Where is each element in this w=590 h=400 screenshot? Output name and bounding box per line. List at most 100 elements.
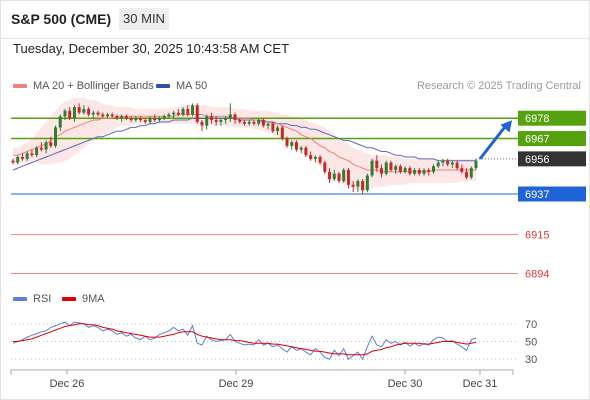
- candle-body: [285, 138, 289, 146]
- candle-body: [243, 121, 246, 124]
- candle-body: [408, 168, 412, 174]
- candle-body: [342, 169, 346, 182]
- x-tick-label: Dec 29: [219, 378, 254, 390]
- candle-body: [257, 120, 261, 124]
- candle-body: [280, 127, 284, 139]
- x-axis: Dec 26 Dec 29 Dec 30 Dec 31: [10, 369, 514, 390]
- candle-body: [299, 147, 303, 150]
- candle-body: [380, 168, 384, 174]
- candle-body: [460, 168, 464, 172]
- candle-body: [304, 147, 308, 156]
- candle-body: [25, 153, 29, 159]
- candle-body: [176, 112, 180, 115]
- candle-body: [172, 112, 176, 115]
- level-label-6967: 6967: [525, 134, 549, 146]
- candle-body: [110, 114, 114, 117]
- candle-body: [134, 118, 138, 121]
- x-tick-label: Dec 31: [463, 378, 498, 390]
- candle-body: [252, 121, 256, 124]
- candle-body: [361, 181, 365, 191]
- candle-body: [63, 110, 67, 117]
- candle-body: [228, 114, 232, 119]
- candle-body: [398, 166, 402, 172]
- candle-body: [465, 171, 469, 178]
- candle-body: [35, 147, 39, 156]
- candle-body: [290, 142, 294, 146]
- candle-body: [351, 184, 355, 187]
- candle-body: [39, 147, 43, 150]
- candle-body: [323, 162, 327, 172]
- candle-body: [162, 116, 166, 119]
- candle-body: [261, 120, 265, 126]
- candle-body: [337, 173, 341, 182]
- rsi-tick-70: 70: [525, 319, 537, 331]
- legend-9ma: 9MA: [62, 293, 105, 305]
- candle-body: [394, 166, 398, 170]
- legend-rsi: RSI: [13, 293, 51, 305]
- candle-body: [375, 160, 379, 169]
- candle-body: [58, 116, 62, 128]
- ma50-label: MA 50: [176, 80, 208, 92]
- timeframe-button[interactable]: 30 MIN: [119, 8, 169, 30]
- candle-body: [446, 160, 450, 165]
- candle-body: [238, 120, 242, 122]
- level-tag-6956: [518, 151, 586, 167]
- candle-body: [328, 171, 332, 180]
- legend-ma20: MA 20 + Bollinger Bands: [13, 80, 154, 92]
- rsi-9ma-line: [13, 323, 477, 356]
- candle-body: [30, 153, 34, 156]
- candle-body: [82, 108, 86, 113]
- candle-body: [271, 123, 275, 132]
- candle-body: [370, 160, 374, 176]
- rsi-line: [12, 321, 477, 361]
- x-tick-label: Dec 26: [50, 378, 85, 390]
- candle-body: [233, 114, 237, 121]
- candle-body: [294, 142, 298, 150]
- candle-body: [219, 120, 223, 122]
- candle-body: [450, 162, 454, 165]
- candle-body: [101, 114, 105, 117]
- nine-ma-swatch: [62, 297, 76, 302]
- candle-body: [417, 169, 421, 174]
- ma50-swatch: [156, 84, 170, 89]
- candle-body: [276, 127, 280, 132]
- instrument-title: S&P 500 (CME): [11, 11, 112, 27]
- candle-body: [247, 121, 251, 124]
- candle-body: [365, 175, 369, 191]
- candles: [11, 103, 478, 194]
- legend-ma50: MA 50: [156, 80, 207, 92]
- candle-body: [266, 123, 270, 126]
- candle-body: [139, 118, 143, 121]
- rsi-tick-50: 50: [525, 337, 537, 349]
- candle-body: [87, 108, 91, 115]
- candle-body: [96, 112, 100, 115]
- candle-body: [205, 116, 209, 126]
- x-tick-label: Dec 30: [388, 378, 423, 390]
- candle-body: [413, 169, 417, 174]
- candle-body: [191, 105, 195, 115]
- candle-body: [195, 105, 199, 122]
- candle-body: [422, 169, 426, 174]
- candle-body: [68, 110, 72, 119]
- candle-body: [469, 168, 473, 178]
- candle-body: [16, 157, 20, 163]
- level-label-6956: 6956: [525, 154, 549, 166]
- candle-body: [384, 162, 388, 174]
- candle-body: [431, 166, 435, 172]
- credit-text: Research © 2025 Trading Central: [416, 80, 581, 92]
- candle-body: [77, 107, 81, 113]
- candle-body: [120, 116, 124, 119]
- level-label-6915: 6915: [525, 230, 549, 242]
- ma20-swatch: [13, 84, 27, 89]
- candle-body: [153, 118, 157, 121]
- level-tag-6937: [518, 186, 586, 202]
- candle-body: [356, 181, 360, 187]
- candle-body: [332, 173, 336, 180]
- nine-ma-label: 9MA: [82, 293, 105, 305]
- candle-body: [49, 142, 53, 146]
- rsi-label: RSI: [33, 293, 52, 305]
- candle-body: [389, 162, 393, 170]
- level-label-6937: 6937: [525, 189, 549, 201]
- candle-body: [441, 160, 445, 163]
- candle-body: [157, 118, 161, 121]
